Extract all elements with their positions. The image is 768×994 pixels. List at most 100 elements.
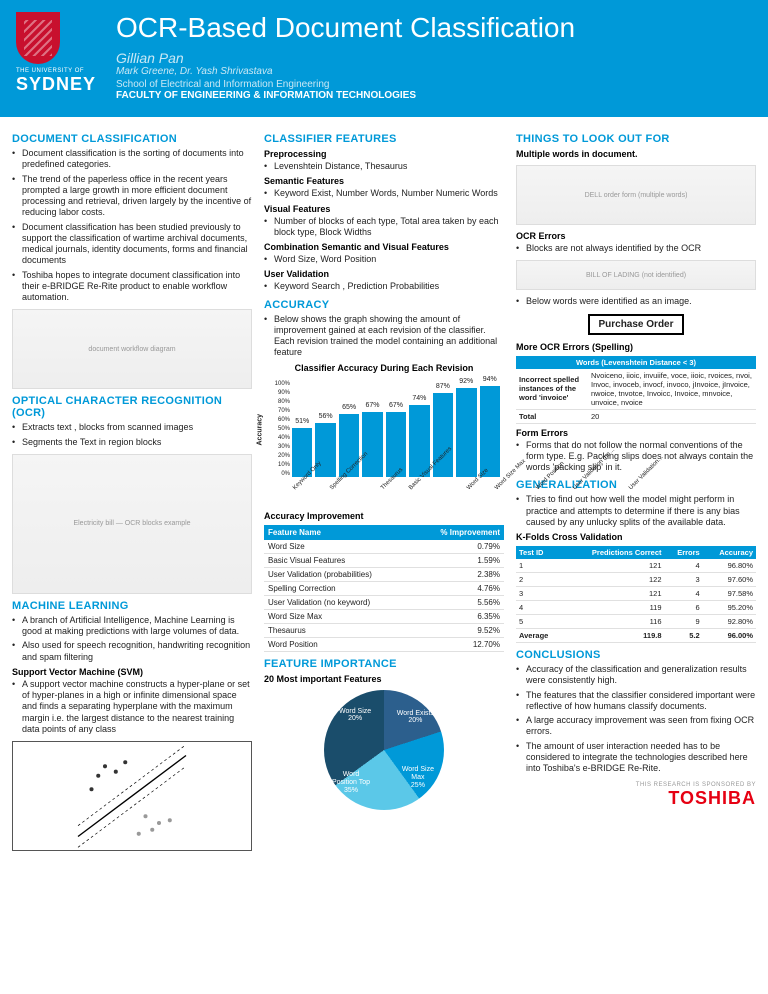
multi-words-h: Multiple words in document. [516,149,756,159]
column-2: CLASSIFIER FEATURES Preprocessing Levens… [264,127,504,851]
list-item: Extracts text , blocks from scanned imag… [12,422,252,433]
university-logo: THE UNIVERSITY OF SYDNEY [16,12,116,101]
semantic-list: Keyword Exist, Number Words, Number Nume… [264,188,504,199]
table-row: Average119.85.296.00% [516,629,756,643]
sponsor-block: THIS RESEARCH IS SPONSORED BY TOSHIBA [516,782,756,809]
doc-class-list: Document classification is the sorting o… [12,148,252,303]
preproc-list: Levenshtein Distance, Thesaurus [264,161,504,172]
spell-total: 20 [588,409,756,423]
importance-sub: 20 Most important Features [264,674,504,684]
accuracy-chart: Accuracy 100%90%80%70%60%50%40%30%20%10%… [264,377,504,507]
list-item: The features that the classifier conside… [516,690,756,713]
visual-list: Number of blocks of each type, Total are… [264,216,504,239]
list-item: Document classification is the sorting o… [12,148,252,171]
bar: 94% [480,386,500,476]
title-block: OCR-Based Document Classification Gillia… [116,12,752,101]
dell-form-image: DELL order form (multiple words) [516,165,756,225]
table-row: 3121497.58% [516,587,756,601]
table-row: Basic Visual Features1.59% [264,553,504,567]
accuracy-intro: Below shows the graph showing the amount… [264,314,504,359]
svm-scatter-plot [12,741,252,851]
below-img-note: Below words were identified as an image. [516,296,756,307]
list-item: Toshiba hopes to integrate document clas… [12,270,252,304]
purchase-order-box: Purchase Order [588,314,683,335]
list-item: A support vector machine constructs a hy… [12,679,252,735]
poster-header: THE UNIVERSITY OF SYDNEY OCR-Based Docum… [0,0,768,117]
list-item: Also used for speech recognition, handwr… [12,640,252,663]
more-ocr-h: More OCR Errors (Spelling) [516,342,756,352]
workflow-illustration: document workflow diagram [12,309,252,389]
form-errors-h: Form Errors [516,428,756,438]
table-row: User Validation (no keyword)5.56% [264,595,504,609]
kfold-h: K-Folds Cross Validation [516,532,756,542]
pie-label-2: Word Exists20% [397,710,434,725]
list-item: A branch of Artificial Intelligence, Mac… [12,615,252,638]
ocr-heading: OPTICAL CHARACTER RECOGNITION (OCR) [12,395,252,419]
list-item: Word Size, Word Position [264,254,504,265]
spell-words: Nvoiceno, iioic, invuiife, voce, iioic, … [588,369,756,410]
table-row: 1121496.80% [516,559,756,573]
ocr-errors-list: Blocks are not always identified by the … [516,243,756,254]
list-item: Levenshtein Distance, Thesaurus [264,161,504,172]
pie-label-1: Word Size20% [339,708,371,723]
lookout-heading: THINGS TO LOOK OUT FOR [516,133,756,145]
list-item: Segments the Text in region blocks [12,437,252,448]
chart-bars: 51%56%65%67%67%74%87%92%94% [292,381,500,477]
spell-th: Words (Levenshtein Distance < 3) [516,356,756,369]
list-item: Forms that do not follow the normal conv… [516,440,756,474]
table-row: Thesaurus9.52% [264,623,504,637]
userval-list: Keyword Search , Prediction Probabilitie… [264,281,504,292]
list-item: A large accuracy improvement was seen fr… [516,715,756,738]
improve-heading: Accuracy Improvement [264,511,504,521]
ocr-example-image: Electricity bill — OCR blocks example [12,454,252,594]
bar: 74% [409,405,429,476]
author: Gillian Pan [116,50,752,66]
table-row: Word Size0.79% [264,540,504,554]
table-row: 2122397.60% [516,573,756,587]
bill-of-lading-image: BILL OF LADING (not identified) [516,260,756,290]
pie-label-4: WordPosition Top35% [332,771,370,794]
school: School of Electrical and Information Eng… [116,79,752,90]
features-heading: CLASSIFIER FEATURES [264,133,504,145]
poster-title: OCR-Based Document Classification [116,12,752,44]
semantic-h: Semantic Features [264,176,504,186]
table-row: Word Size Max6.35% [264,609,504,623]
list-item: Number of blocks of each type, Total are… [264,216,504,239]
pie: Word Size20% Word Exists20% Word SizeMax… [324,690,444,810]
preproc-h: Preprocessing [264,149,504,159]
spell-label: Incorrect spelled instances of the word … [516,369,588,410]
spell-total-l: Total [516,409,588,423]
poster-body: DOCUMENT CLASSIFICATION Document classif… [0,117,768,861]
y-axis-label: Accuracy [257,413,264,445]
chart-title: Classifier Accuracy During Each Revision [264,363,504,373]
ocr-list: Extracts text , blocks from scanned imag… [12,422,252,448]
faculty: FACULTY OF ENGINEERING & INFORMATION TEC… [116,90,752,101]
shield-icon [16,12,60,64]
ml-heading: MACHINE LEARNING [12,600,252,612]
ocr-errors-h: OCR Errors [516,231,756,241]
list-item: The trend of the paperless office in the… [12,174,252,219]
combo-h: Combination Semantic and Visual Features [264,242,504,252]
x-axis: Keyword OnlySpelling CorrectionThesaurus… [292,479,500,507]
univ-name: SYDNEY [16,74,116,95]
conclusions-heading: CONCLUSIONS [516,649,756,661]
pie-chart: Word Size20% Word Exists20% Word SizeMax… [264,690,504,830]
visual-h: Visual Features [264,204,504,214]
pie-label-3: Word SizeMax25% [402,766,434,789]
kfold-table: Test IDPredictions CorrectErrorsAccuracy… [516,546,756,643]
svm-heading: Support Vector Machine (SVM) [12,667,252,677]
bar: 67% [386,412,406,476]
y-axis: 100%90%80%70%60%50%40%30%20%10%0% [264,381,290,477]
list-item: Document classification has been studied… [12,222,252,267]
improvement-table: Feature Name% ImprovementWord Size0.79%B… [264,525,504,652]
combo-list: Word Size, Word Position [264,254,504,265]
list-item: Accuracy of the classification and gener… [516,664,756,687]
table-row: Word Position12.70% [264,637,504,651]
list-item: The amount of user interaction needed ha… [516,741,756,775]
doc-class-heading: DOCUMENT CLASSIFICATION [12,133,252,145]
table-row: Spelling Correction4.76% [264,581,504,595]
svm-list: A support vector machine constructs a hy… [12,679,252,735]
spelling-table: Words (Levenshtein Distance < 3) Incorre… [516,356,756,424]
table-row: 4119695.20% [516,601,756,615]
conclusions-list: Accuracy of the classification and gener… [516,664,756,774]
